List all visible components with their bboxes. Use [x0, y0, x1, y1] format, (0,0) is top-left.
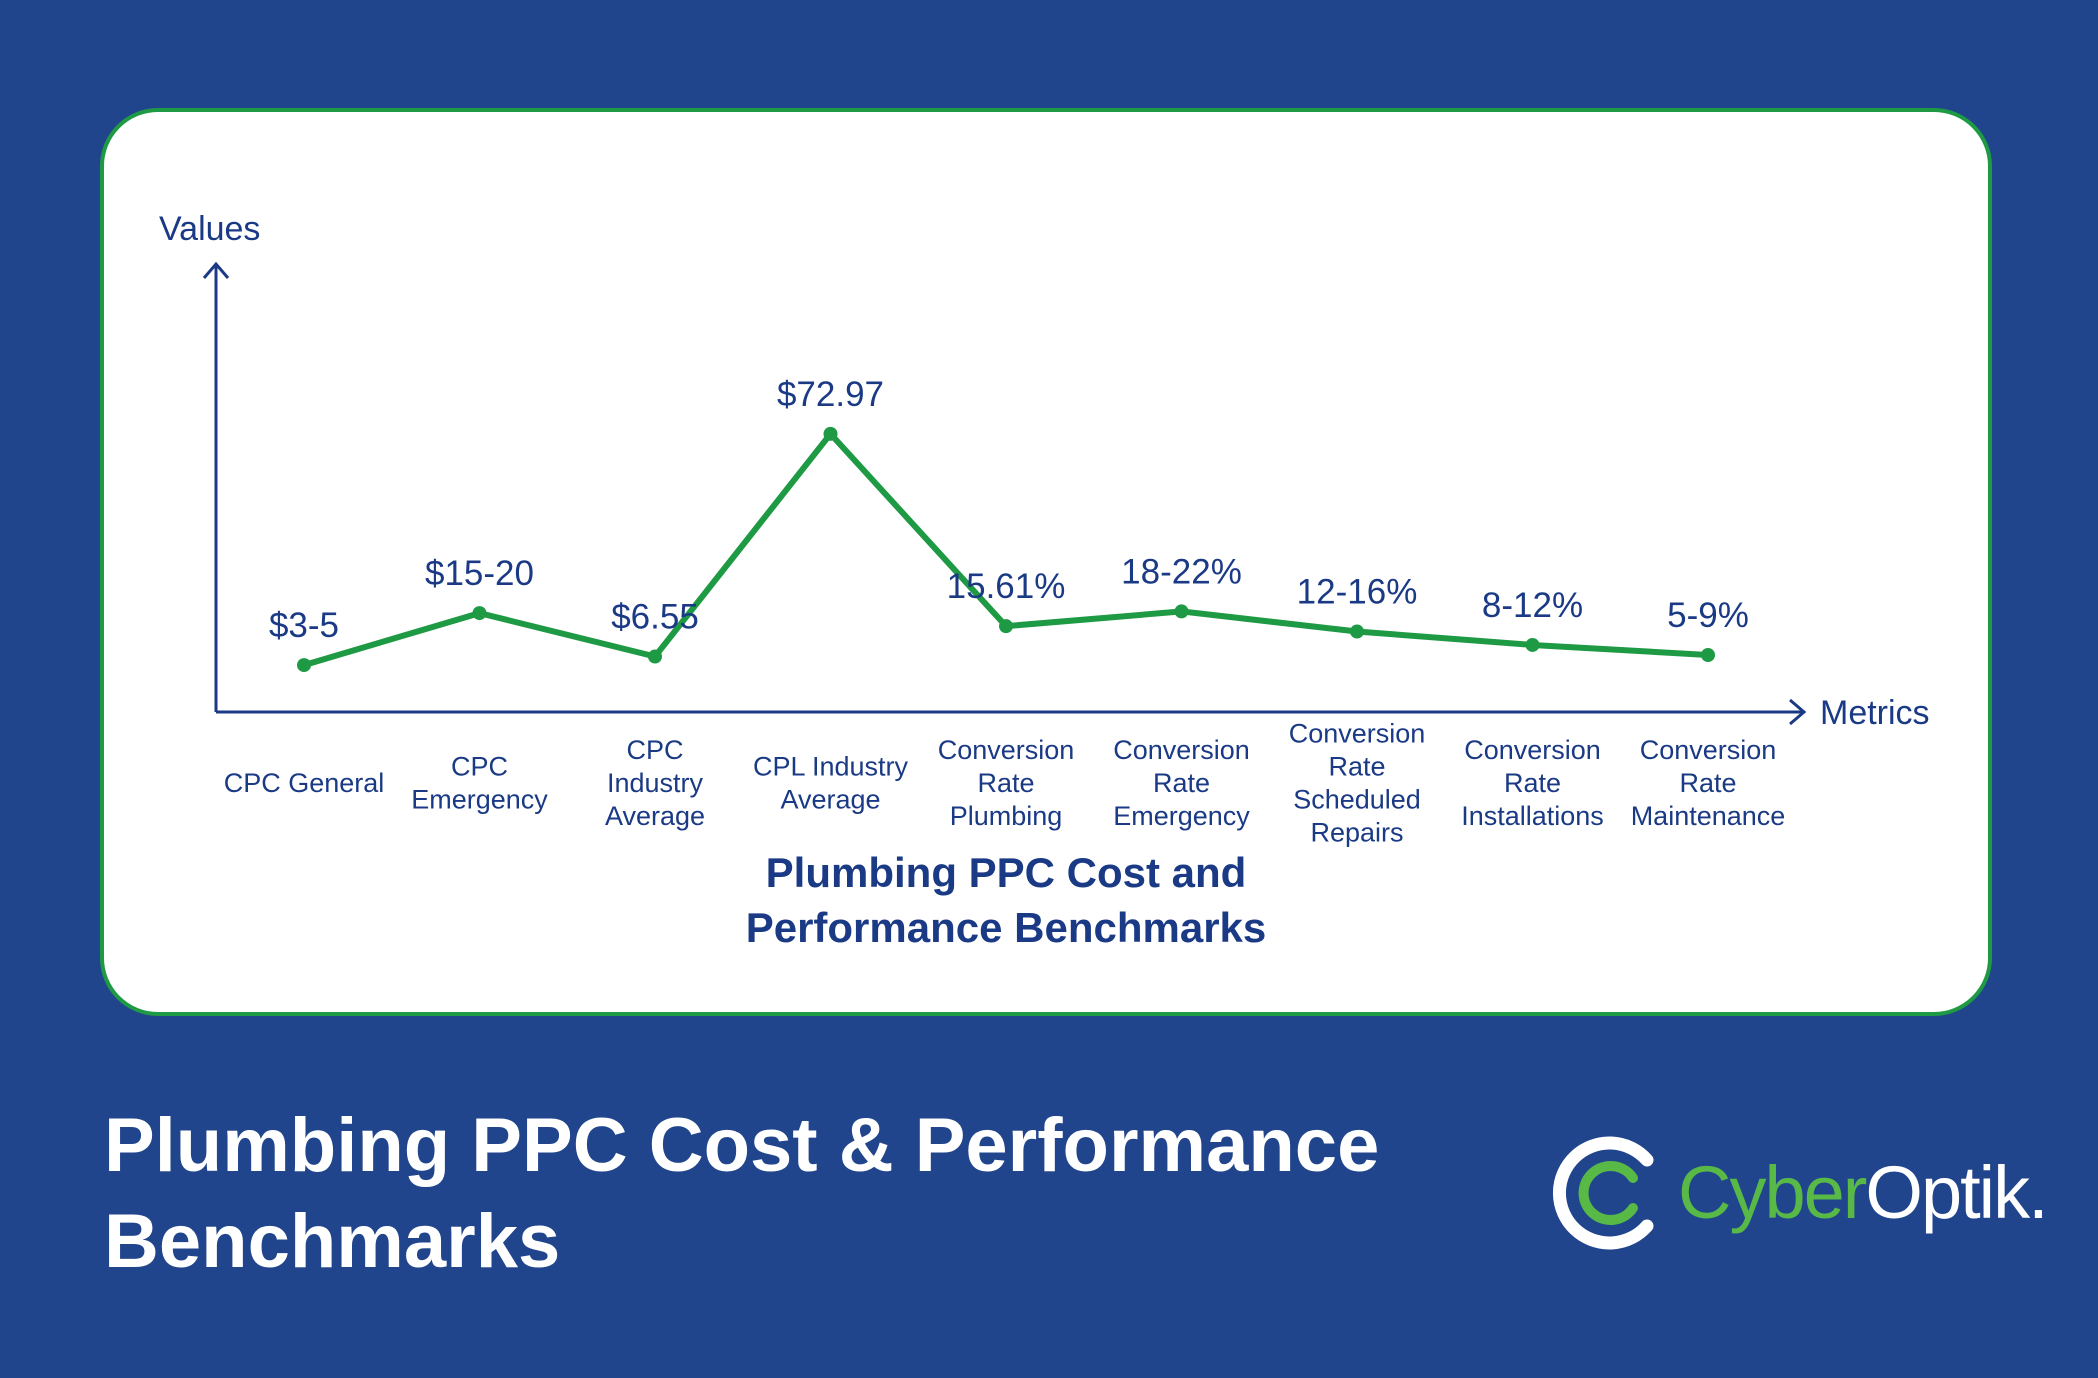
- logo-text-cyber: Cyber: [1678, 1151, 1867, 1234]
- tick-label: CPC Emergency: [411, 752, 548, 815]
- data-point: [648, 649, 662, 664]
- page-title: Plumbing PPC Cost & Performance Benchmar…: [104, 1103, 1380, 1284]
- data-label: 15.61%: [947, 567, 1066, 606]
- data-point: [999, 619, 1013, 634]
- data-label: $3-5: [269, 606, 339, 645]
- y-axis-arrow-icon: [202, 261, 230, 279]
- tick-label: Conversion Rate Maintenance: [1631, 735, 1786, 831]
- data-point: [823, 426, 838, 441]
- logo-text-optik: Optik.: [1865, 1151, 2048, 1234]
- data-point: [1174, 604, 1189, 619]
- tick-label: CPL Industry Average: [753, 752, 909, 815]
- data-point: [1350, 624, 1364, 639]
- tick-label: CPC Industry Average: [605, 735, 705, 831]
- data-point: [1701, 648, 1715, 663]
- logo-mark-icon: [1552, 1136, 1654, 1250]
- chart-title: Plumbing PPC Cost and Performance Benchma…: [746, 849, 1267, 951]
- tick-label: Conversion Rate Scheduled Repairs: [1289, 719, 1426, 848]
- cyberoptik-logo: CyberOptik.: [1544, 1128, 2049, 1258]
- x-axis-arrow-icon: [1789, 698, 1807, 726]
- data-point: [1525, 637, 1540, 652]
- logo-wordmark: CyberOptik.: [1678, 1148, 2049, 1238]
- data-label: $6.55: [611, 598, 699, 637]
- data-label: 5-9%: [1667, 596, 1749, 635]
- tick-label: Conversion Rate Installations: [1461, 735, 1604, 831]
- tick-label: CPC General: [224, 768, 385, 798]
- data-label: $15-20: [425, 554, 534, 593]
- y-axis-label: Values: [159, 210, 260, 248]
- data-label: 18-22%: [1121, 552, 1242, 591]
- line-chart: Values Metrics $3-5 $15-20 $6.55 $72.97 15.61%…: [159, 210, 1930, 951]
- chart-card: Values Metrics $3-5 $15-20 $6.55 $72.97 15.61%…: [100, 108, 1992, 1016]
- data-label: 8-12%: [1482, 586, 1583, 625]
- data-point: [472, 606, 487, 621]
- data-point: [297, 658, 311, 673]
- x-axis-label: Metrics: [1820, 694, 1930, 732]
- data-label: $72.97: [777, 375, 884, 414]
- tick-label: Conversion Rate Plumbing: [938, 735, 1075, 831]
- tick-label: Conversion Rate Emergency: [1113, 735, 1250, 831]
- data-label: 12-16%: [1297, 573, 1418, 612]
